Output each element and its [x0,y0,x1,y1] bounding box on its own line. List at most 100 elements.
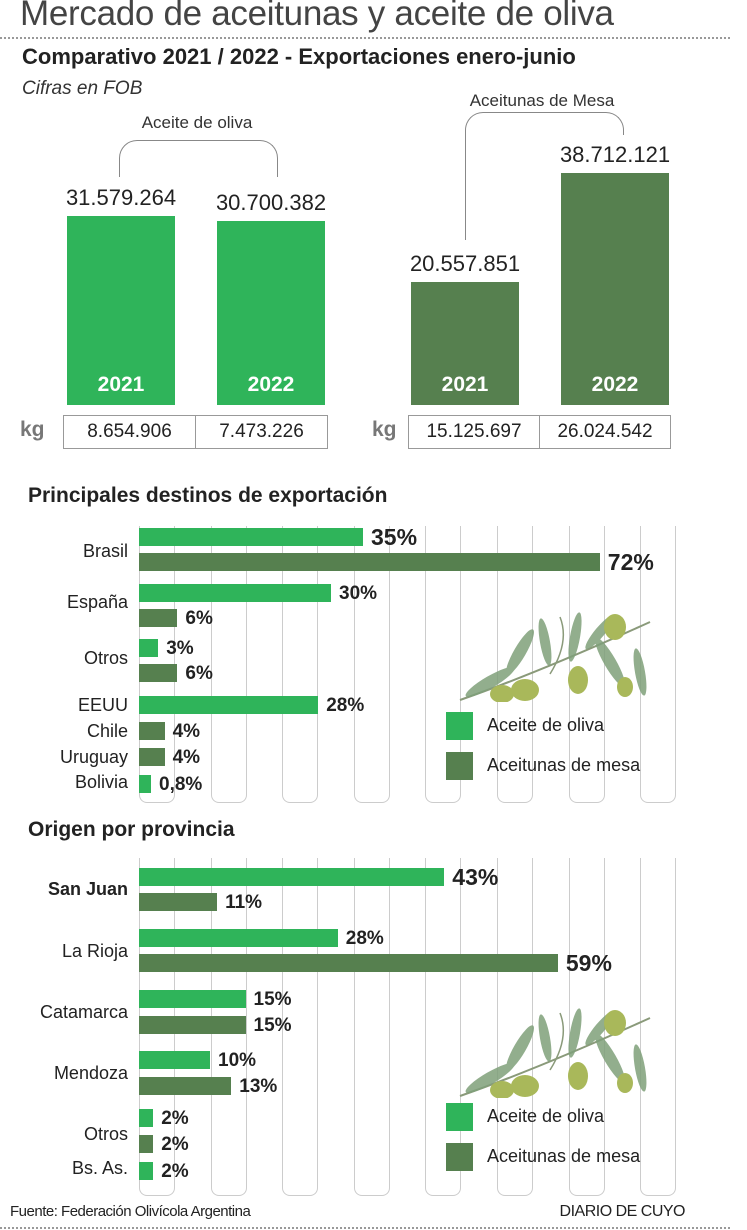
bar-aceite [139,639,159,657]
kg-value-mesa-2021: 15.125.697 [426,421,522,442]
bar-mesa [139,893,218,911]
grid-column [282,526,319,803]
bar-value-label: 15% [253,1015,292,1036]
legend-swatch-aceite [446,712,473,740]
category-label: Otros [83,1124,128,1144]
bar-value-label: 43% [452,864,499,890]
bar-aceite [139,1162,154,1180]
bar-aceite [139,1051,210,1069]
bar-value-label: 13% [239,1076,278,1097]
grid-column [425,526,462,803]
bar-year-label: 2022 [591,373,639,396]
bar-mesa [139,722,165,740]
legend-swatch-aceite [446,1103,473,1131]
bar-value-label: 2% [161,1134,189,1155]
bar-value-label: 2% [161,1161,189,1182]
category-label: La Rioja [61,941,128,961]
grid-column [497,526,533,803]
kg-value-mesa-2022: 26.024.542 [539,416,670,448]
category-label: España [66,592,128,612]
bar-value-label: 30% [339,583,378,604]
section-title-comparativo: Comparativo 2021 / 2022 - Exportaciones … [22,44,576,69]
section-title-destinos: Principales destinos de exportación [28,484,388,507]
bar-aceite [139,584,331,602]
category-label: Bs. As. [71,1158,128,1178]
bracket-mesa [465,112,624,240]
bar-mesa [139,609,178,627]
kg-value-aceite-2022: 7.473.226 [195,416,327,448]
olive-branch-illustration [459,1008,651,1098]
brand-credit: DIARIO DE CUYO [559,1203,686,1220]
kg-value-aceite-2021: 8.654.906 [87,421,172,442]
category-label: Brasil [82,541,128,561]
grid-column [282,858,319,1196]
bar-year-label: 2022 [247,372,295,396]
bar-mesa [139,954,558,972]
category-label: EEUU [77,695,128,715]
bar-value-label: 28% [326,695,365,716]
bar-year-label: 2021 [97,372,145,396]
bracket-aceite [119,140,278,177]
category-label: San Juan [47,879,128,899]
bar-mesa [139,1016,246,1034]
bar-value-label: 35% [371,524,418,550]
bar-value-label: 30.700.382 [215,190,327,215]
bar-value-label: 2% [161,1108,189,1129]
bar-mesa [139,553,600,571]
grid-column [640,858,677,1196]
legend-swatch-mesa [446,752,473,780]
bar-aceite [139,1109,154,1127]
bar-aceite-2022: 2022 [217,221,325,405]
category-label: Mendoza [53,1063,128,1083]
category-label: Bolivia [74,772,128,792]
bar-value-label: 4% [172,747,201,768]
grid-column [210,526,247,803]
category-label: Otros [83,648,128,668]
bar-value-label: 59% [565,950,612,976]
grid-column [353,858,390,1196]
bar-value-label: 6% [185,663,213,684]
bar-mesa [139,1077,232,1095]
grid-column [425,858,462,1196]
footer-divider [0,1227,730,1229]
category-label: Catamarca [39,1002,128,1022]
bar-aceite [139,696,319,714]
bar-value-label: 6% [185,608,213,629]
legend-swatch-mesa [446,1143,473,1171]
bar-aceite [139,528,363,546]
kg-label-aceite: kg [20,418,45,441]
bar-value-label: 72% [607,549,654,575]
bar-aceite [139,775,151,793]
bar-mesa [139,748,165,766]
divider [0,37,730,39]
bar-aceite [139,929,338,947]
bar-mesa [139,664,178,682]
olive-branch-illustration [459,612,651,702]
bar-value-label: 28% [345,928,384,949]
group-label-mesa: Aceitunas de Mesa [469,91,615,110]
source-credit: Fuente: Federación Olivícola Argentina [10,1203,251,1220]
category-label: Uruguay [59,747,128,767]
legend-label-aceite: Aceite de oliva [487,1106,605,1126]
bar-mesa-2022: 2022 [561,173,669,405]
legend-label-mesa: Aceitunas de mesa [487,755,641,775]
units-note: Cifras en FOB [22,78,143,99]
bar-mesa-2021: 2021 [411,281,519,405]
category-label: Chile [86,721,128,741]
kg-box-mesa: 15.125.697 26.024.542 [408,415,671,449]
group-label-aceite: Aceite de oliva [141,113,253,132]
bar-value-label: 3% [166,638,194,659]
bar-value-label: 15% [253,989,292,1010]
bar-value-label: 4% [172,721,201,742]
page-title: Mercado de aceitunas y aceite de oliva [20,0,614,33]
bar-aceite [139,868,445,886]
bar-value-label: 11% [225,892,263,913]
bar-aceite [139,990,246,1008]
bar-value-label: 31.579.264 [65,184,177,210]
bar-value-label: 10% [218,1050,257,1071]
legend-label-aceite: Aceite de oliva [487,715,605,735]
kg-label-mesa: kg [372,418,397,441]
bar-value-label: 20.557.851 [409,250,521,276]
grid-column [568,526,605,803]
bar-value-label: 0,8% [159,774,203,795]
